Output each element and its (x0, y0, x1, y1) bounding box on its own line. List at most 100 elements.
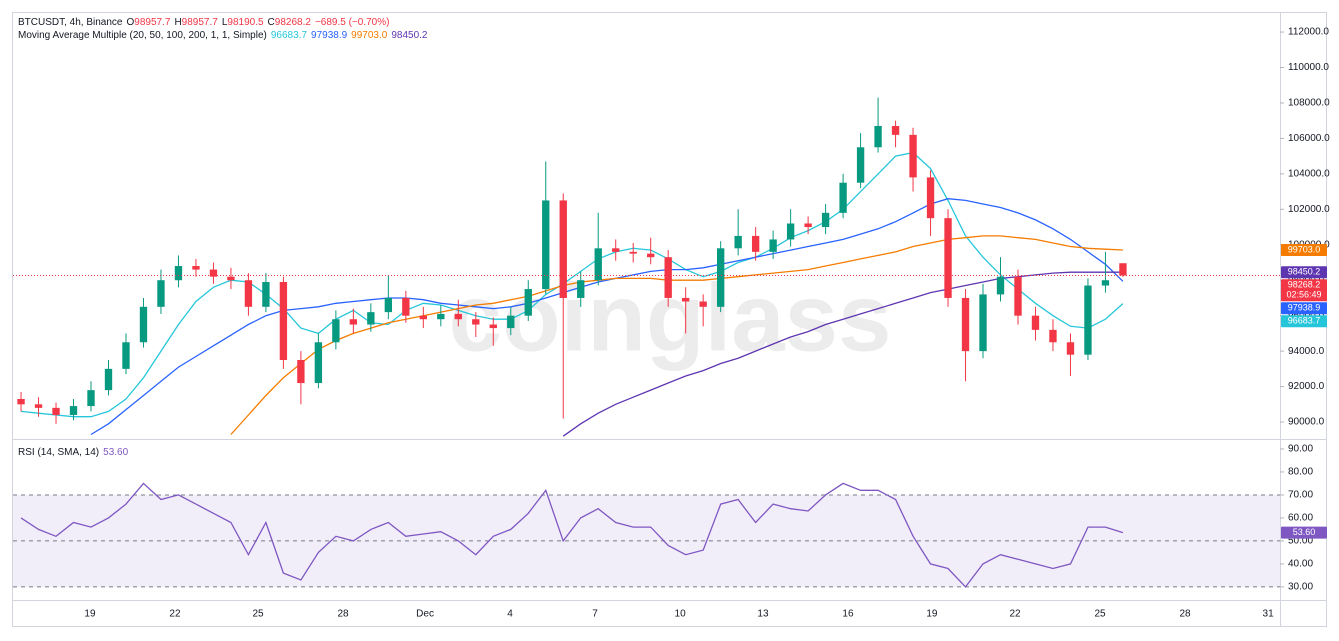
candle-body (384, 297, 393, 313)
candle-body (594, 248, 602, 281)
ohlc-value: 98190.5 (227, 17, 264, 28)
symbol: BTCUSDT, 4h, Binance (18, 17, 123, 28)
moving-average-line (230, 235, 1123, 435)
candle-body (926, 177, 935, 219)
rsi-label-box (1281, 526, 1327, 539)
x-tick-label: 16 (842, 609, 854, 620)
x-tick-label: 28 (337, 609, 349, 620)
symbol-header: BTCUSDT, 4h, Binance O98957.7 H98957.7 L981… (18, 17, 393, 28)
y-tick-label: 106000.0 (1288, 133, 1330, 144)
x-tick-label: 7 (592, 609, 598, 620)
ohlc-value: 98268.2 (274, 17, 311, 28)
candle-body (891, 125, 900, 135)
candle-body (821, 212, 830, 228)
x-tick-label: 4 (507, 609, 513, 620)
candle-body (699, 301, 707, 307)
candle-body (996, 276, 1005, 295)
ohlc-key: L (221, 17, 228, 28)
candle-body (104, 368, 113, 391)
candle-body (157, 280, 165, 307)
candle-body (751, 235, 760, 252)
rsi-y-tick-label: 50.00 (1288, 536, 1313, 547)
y-tick-label: 104000.0 (1288, 168, 1330, 179)
ohlc-value: 98957.7 (134, 17, 171, 28)
candle-body (856, 147, 865, 183)
candle-body (122, 342, 130, 369)
rsi-y-tick-label: 80.00 (1288, 467, 1313, 478)
candle-body (664, 257, 672, 298)
x-tick-label: 19 (84, 609, 96, 620)
ohlc-value: 98957.7 (181, 17, 218, 28)
price-label-box (1281, 244, 1327, 257)
rsi-line (20, 482, 1124, 588)
candle-body (647, 253, 655, 258)
candle-body (52, 407, 60, 415)
ohlc-key: H (174, 17, 182, 28)
candle-body (961, 297, 970, 352)
y-tick-label: 90000.0 (1288, 417, 1325, 428)
candle-body (139, 306, 148, 343)
candle-body (786, 223, 795, 240)
candle-body (909, 134, 917, 178)
candle-body (17, 398, 25, 405)
y-tick-label: 102000.0 (1288, 204, 1330, 215)
y-tick-label: 94000.0 (1288, 346, 1325, 357)
y-tick-label: 92000.0 (1288, 381, 1325, 392)
rsi-y-tick-label: 70.00 (1288, 490, 1313, 501)
rsi-y-tick-label: 60.00 (1288, 513, 1313, 524)
candle-body (979, 294, 987, 352)
x-tick-label: 19 (926, 609, 938, 620)
ma-value: 99703.0 (351, 30, 388, 41)
candle-body (507, 315, 515, 329)
rsi-title: RSI (14, SMA, 14) (18, 447, 100, 458)
moving-average-line (90, 198, 1124, 436)
price-label: 97938.9 (1288, 303, 1321, 313)
candle-body (297, 359, 305, 384)
candle-body (244, 280, 253, 307)
candle-body (944, 218, 952, 298)
x-tick-label: 25 (1094, 609, 1106, 620)
candle-body (629, 251, 637, 254)
candle-body (402, 297, 410, 316)
change: −689.5 (−0.70%) (314, 17, 390, 28)
price-label: 98268.2 (1288, 280, 1321, 290)
candle-body (1084, 285, 1092, 355)
candle-body (839, 182, 847, 213)
ma-legend-title: Moving Average Multiple (20, 50, 100, 20… (18, 30, 267, 41)
candle-body (489, 324, 497, 329)
candle-body (454, 313, 462, 320)
x-tick-label: 13 (757, 609, 769, 620)
candle-body (367, 312, 375, 325)
candle-body (419, 315, 427, 320)
candle-body (1101, 280, 1110, 286)
candle-body (1014, 276, 1022, 316)
rsi-y-tick-label: 40.00 (1288, 559, 1313, 570)
x-tick-label: 25 (252, 609, 264, 620)
x-tick-label: 31 (1263, 609, 1275, 620)
price-label-box (1281, 315, 1327, 328)
y-tick-label: 108000.0 (1288, 98, 1330, 109)
x-tick-label: 22 (1009, 609, 1021, 620)
price-label-box (1281, 279, 1327, 302)
candle-body (192, 266, 200, 270)
y-tick-label: 112000.0 (1288, 27, 1329, 38)
ohlc-key: O (126, 17, 135, 28)
candle-body (332, 319, 340, 343)
candle-body (716, 248, 725, 307)
candle-body (227, 276, 235, 281)
rsi-legend: RSI (14, SMA, 14) 53.60 (18, 447, 132, 458)
candle-body (209, 269, 218, 277)
price-label: 96683.7 (1288, 316, 1321, 326)
candle-body (314, 342, 323, 384)
candle-body (1049, 329, 1057, 343)
candle-body (682, 297, 690, 302)
candle-body (279, 281, 288, 360)
ohlc-key: C (267, 17, 275, 28)
price-label: 02:56:49 (1286, 290, 1321, 300)
ma-legend: Moving Average Multiple (20, 50, 100, 20… (18, 30, 431, 41)
candle-body (437, 313, 445, 320)
moving-average-line (20, 151, 1124, 418)
ma-value: 96683.7 (270, 30, 308, 41)
